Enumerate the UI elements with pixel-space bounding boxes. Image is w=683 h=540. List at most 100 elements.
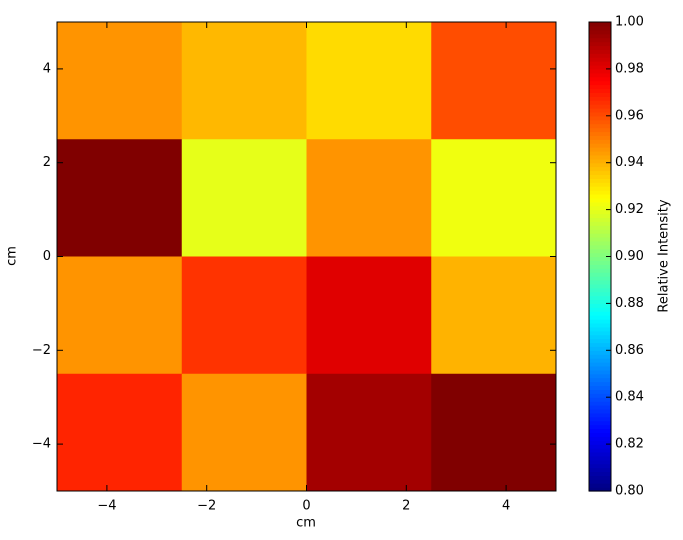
colorbar-segment bbox=[589, 37, 611, 43]
colorbar-segment bbox=[589, 193, 611, 199]
heatmap-cell bbox=[181, 373, 307, 492]
colorbar-segment bbox=[589, 229, 611, 234]
colorbar-segment bbox=[589, 428, 611, 433]
x-tick-label: 4 bbox=[502, 499, 510, 514]
heatmap-cell bbox=[306, 256, 432, 375]
heatmap-cell bbox=[181, 139, 307, 257]
colorbar-tick-label: 0.98 bbox=[615, 61, 644, 76]
colorbar-segment bbox=[589, 127, 611, 133]
colorbar-segment bbox=[589, 432, 611, 437]
colorbar-segment bbox=[589, 311, 611, 316]
colorbar-segment bbox=[589, 346, 611, 351]
colorbar-segment bbox=[589, 369, 611, 375]
y-tick-label: 2 bbox=[43, 155, 51, 170]
colorbar-segment bbox=[589, 166, 611, 172]
colorbar-tick-label: 0.96 bbox=[615, 108, 644, 123]
colorbar-segment bbox=[589, 283, 611, 289]
heatmap-cell bbox=[181, 22, 307, 140]
colorbar-segment bbox=[589, 299, 611, 304]
heatmap-cell bbox=[57, 256, 183, 375]
colorbar-segment bbox=[589, 244, 611, 250]
colorbar-segment bbox=[589, 240, 611, 246]
colorbar-segment bbox=[589, 272, 611, 277]
heatmap-cell bbox=[57, 139, 183, 257]
colorbar-segment bbox=[589, 123, 611, 129]
colorbar-segment bbox=[589, 76, 611, 82]
colorbar-segment bbox=[589, 213, 611, 219]
colorbar-segment bbox=[589, 154, 611, 160]
colorbar-segment bbox=[589, 115, 611, 121]
colorbar-segment bbox=[589, 436, 611, 441]
colorbar-segment bbox=[589, 467, 611, 473]
colorbar-segment bbox=[589, 41, 611, 47]
colorbar-segment bbox=[589, 174, 611, 179]
colorbar-segment bbox=[589, 92, 611, 97]
heatmap-cell bbox=[306, 373, 432, 492]
colorbar-segment bbox=[589, 322, 611, 328]
colorbar-segment bbox=[589, 107, 611, 113]
colorbar-segment bbox=[589, 96, 611, 101]
colorbar-segment bbox=[589, 248, 611, 254]
heatmap-cell bbox=[431, 22, 557, 140]
colorbar-tick-label: 0.94 bbox=[615, 155, 644, 170]
y-tick-label: −4 bbox=[32, 437, 51, 452]
x-tick-label: −2 bbox=[197, 499, 216, 514]
colorbar-segment bbox=[589, 319, 611, 324]
colorbar-segment bbox=[589, 201, 611, 207]
colorbar-segment bbox=[589, 362, 611, 367]
y-tick-label: −2 bbox=[32, 343, 51, 358]
colorbar-segment bbox=[589, 291, 611, 297]
heatmap-cell bbox=[306, 139, 432, 257]
colorbar-segment bbox=[589, 225, 611, 230]
colorbar-segment bbox=[589, 53, 611, 58]
colorbar-segment bbox=[589, 330, 611, 336]
colorbar-segment bbox=[589, 135, 611, 140]
y-axis-label: cm bbox=[5, 246, 20, 266]
colorbar-segment bbox=[589, 448, 611, 453]
colorbar-segment bbox=[589, 385, 611, 390]
colorbar-segment bbox=[589, 471, 611, 476]
colorbar-segment bbox=[589, 350, 611, 355]
colorbar-segment bbox=[589, 205, 611, 211]
colorbar-segment bbox=[589, 25, 611, 31]
colorbar-segment bbox=[589, 326, 611, 332]
colorbar-segment bbox=[589, 260, 611, 265]
colorbar-segment bbox=[589, 64, 611, 70]
x-tick-label: 2 bbox=[402, 499, 410, 514]
heatmap-cell bbox=[431, 373, 557, 492]
heatmap-cell bbox=[57, 373, 183, 492]
colorbar-label: Relative Intensity bbox=[657, 199, 672, 312]
colorbar-segment bbox=[589, 158, 611, 164]
colorbar-segment bbox=[589, 197, 611, 203]
colorbar-segment bbox=[589, 264, 611, 269]
colorbar-segment bbox=[589, 170, 611, 176]
colorbar-segment bbox=[589, 143, 611, 148]
colorbar-segment bbox=[589, 139, 611, 144]
colorbar-segment bbox=[589, 186, 611, 191]
colorbar-segment bbox=[589, 233, 611, 238]
colorbar-segment bbox=[589, 100, 611, 105]
colorbar-segment bbox=[589, 408, 611, 414]
colorbar-segment bbox=[589, 33, 611, 39]
colorbar-segment bbox=[589, 256, 611, 262]
colorbar-segment bbox=[589, 209, 611, 215]
colorbar-segment bbox=[589, 397, 611, 402]
colorbar-segment bbox=[589, 84, 611, 90]
colorbar-segment bbox=[589, 80, 611, 86]
y-tick-label: 4 bbox=[43, 61, 51, 76]
colorbar-segment bbox=[589, 416, 611, 422]
heatmap-cell bbox=[431, 139, 557, 257]
colorbar-segment bbox=[589, 190, 611, 195]
colorbar-segment bbox=[589, 459, 611, 465]
colorbar-segment bbox=[589, 68, 611, 74]
colorbar-segment bbox=[589, 22, 611, 27]
colorbar-segment bbox=[589, 479, 611, 484]
colorbar-segment bbox=[589, 358, 611, 363]
colorbar-segment bbox=[589, 365, 611, 371]
colorbar-segment bbox=[589, 29, 611, 35]
y-tick-label: 0 bbox=[43, 249, 51, 264]
colorbar-segment bbox=[589, 57, 611, 62]
colorbar-tick-label: 0.88 bbox=[615, 296, 644, 311]
colorbar-segment bbox=[589, 178, 611, 183]
colorbar-tick-label: 1.00 bbox=[615, 15, 644, 30]
